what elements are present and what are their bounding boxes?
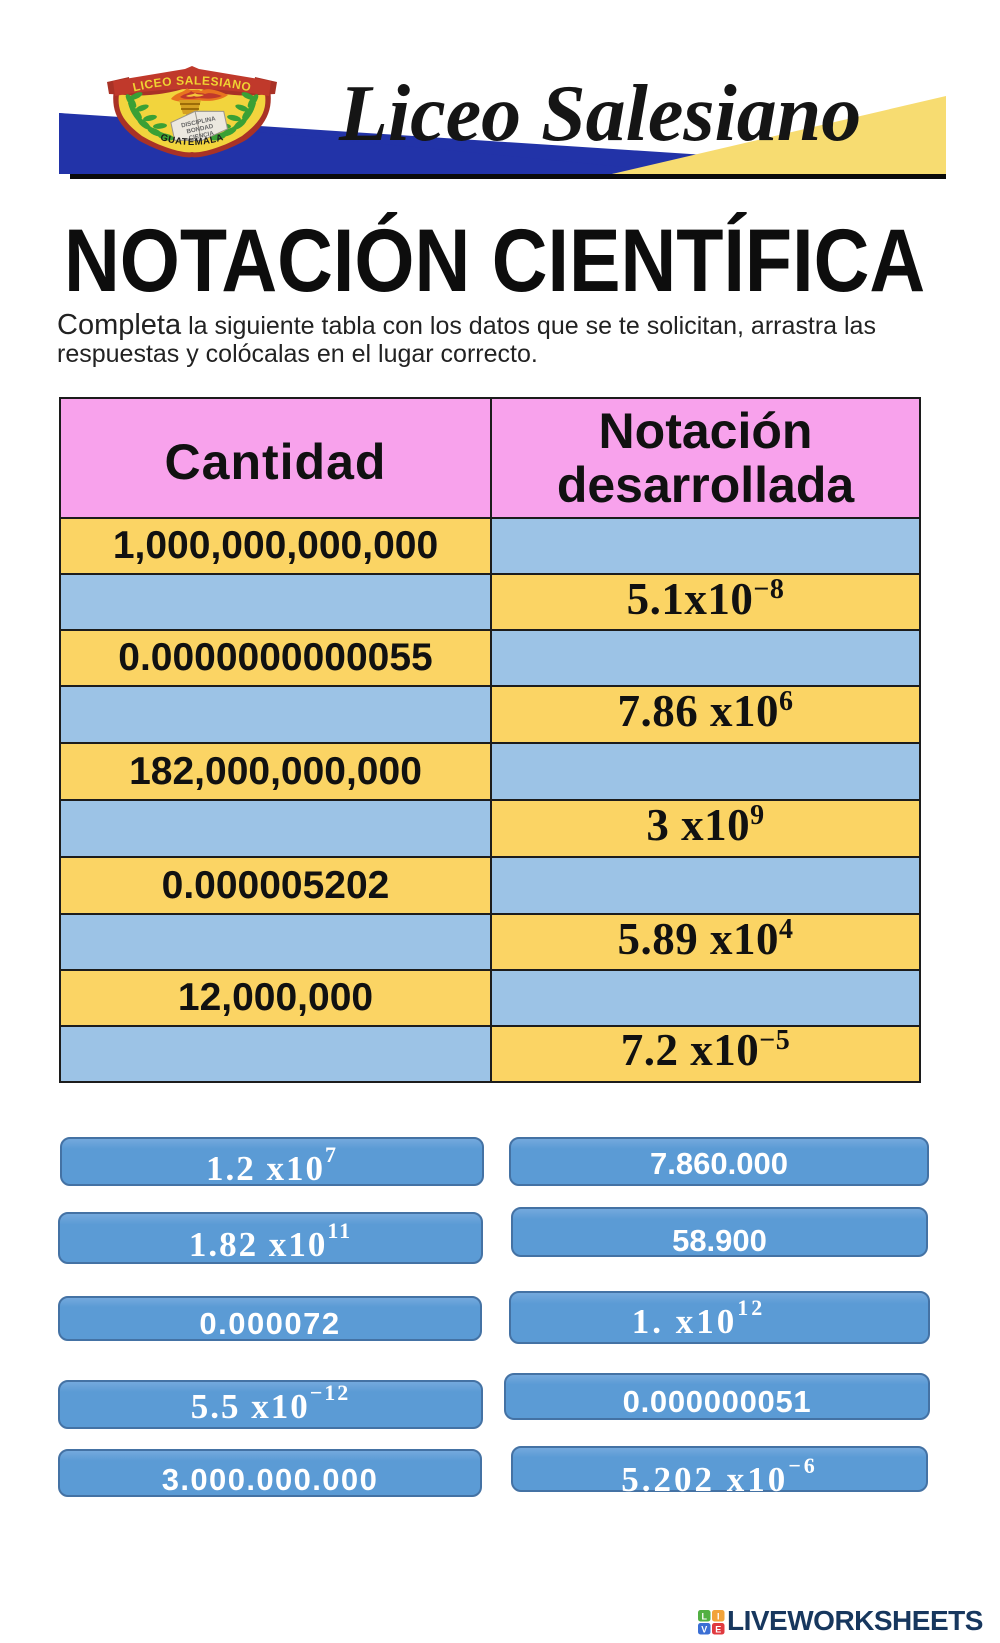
svg-text:I: I [717,1612,720,1622]
svg-text:LICEO SALESIANO: LICEO SALESIANO [131,73,252,94]
svg-text:GUATEMALA: GUATEMALA [159,132,225,148]
svg-text:L: L [701,1612,707,1622]
svg-text:E: E [715,1625,721,1635]
svg-text:V: V [701,1625,707,1635]
